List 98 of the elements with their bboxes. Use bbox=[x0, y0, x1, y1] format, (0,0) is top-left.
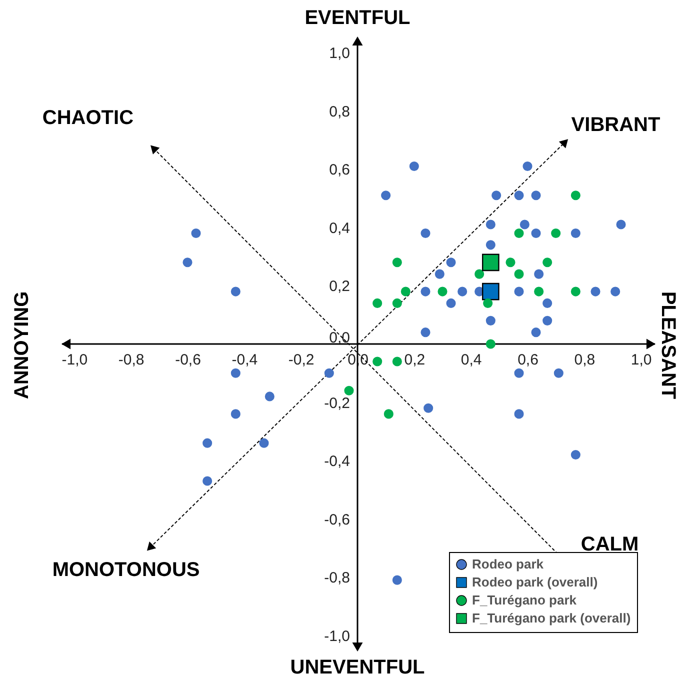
point bbox=[531, 328, 541, 338]
point bbox=[482, 282, 500, 300]
annotation: VIBRANT bbox=[571, 114, 660, 136]
point bbox=[392, 298, 402, 308]
y-tick-label: -1,0 bbox=[324, 628, 350, 645]
x-tick-label: 1,0 bbox=[630, 352, 652, 368]
point bbox=[230, 409, 240, 419]
point bbox=[570, 190, 580, 200]
point bbox=[344, 386, 354, 396]
point bbox=[409, 161, 419, 172]
x-tick-label: 0,8 bbox=[574, 352, 596, 368]
point bbox=[259, 438, 269, 448]
legend-label: F_Turégano park (overall) bbox=[472, 610, 631, 626]
point bbox=[446, 298, 456, 308]
y-tick-label: -0,8 bbox=[324, 570, 350, 587]
point bbox=[514, 190, 524, 200]
point bbox=[554, 368, 564, 378]
point bbox=[590, 286, 600, 296]
point bbox=[458, 286, 468, 296]
y-tick-label: 1,0 bbox=[329, 45, 350, 62]
point bbox=[384, 409, 394, 419]
point bbox=[542, 316, 552, 326]
point bbox=[392, 356, 402, 366]
text: ANNOYING bbox=[10, 291, 33, 400]
point bbox=[610, 286, 620, 296]
point bbox=[264, 392, 274, 402]
text: UNEVENTFUL bbox=[290, 656, 425, 679]
point bbox=[483, 298, 493, 308]
point bbox=[542, 258, 552, 268]
point bbox=[202, 438, 212, 448]
point bbox=[372, 298, 382, 308]
point bbox=[434, 269, 444, 279]
point bbox=[534, 269, 544, 279]
point bbox=[400, 286, 410, 296]
x-tick-label: 0,6 bbox=[518, 352, 538, 368]
point bbox=[522, 161, 532, 172]
legend-label: Rodeo park bbox=[472, 556, 544, 572]
point bbox=[542, 298, 552, 308]
point bbox=[514, 269, 524, 279]
point bbox=[520, 220, 530, 230]
y-tick-label: -0,4 bbox=[324, 453, 350, 470]
point bbox=[420, 286, 430, 296]
point bbox=[324, 368, 334, 378]
point bbox=[531, 228, 541, 238]
point bbox=[446, 258, 456, 268]
point bbox=[202, 476, 212, 486]
point bbox=[570, 228, 580, 238]
point bbox=[570, 286, 580, 296]
point bbox=[392, 575, 402, 585]
point bbox=[420, 228, 430, 238]
text: EVENTFUL bbox=[304, 6, 410, 29]
y-tick-label: 0,4 bbox=[329, 220, 350, 237]
point bbox=[182, 258, 192, 268]
point bbox=[616, 220, 626, 230]
y-tick-label: -0,6 bbox=[324, 511, 350, 528]
legend-label: F_Turégano park bbox=[472, 592, 578, 608]
point bbox=[492, 190, 502, 200]
point bbox=[420, 328, 430, 338]
point bbox=[570, 450, 580, 460]
point bbox=[381, 190, 391, 200]
point bbox=[531, 190, 541, 200]
point bbox=[486, 316, 496, 326]
annotation: MONOTONOUS bbox=[52, 558, 200, 581]
annotation: CHAOTIC bbox=[42, 107, 134, 130]
point bbox=[486, 240, 496, 250]
point bbox=[424, 403, 434, 413]
annotation: CALM bbox=[580, 534, 639, 556]
x-tick-label: 0,2 bbox=[404, 352, 426, 368]
point bbox=[514, 368, 524, 378]
x-tick-label: 0,4 bbox=[460, 352, 482, 368]
point bbox=[514, 409, 524, 419]
legend-label: Rodeo park (overall) bbox=[472, 574, 598, 590]
y-tick-label: 0,2 bbox=[329, 278, 350, 296]
point bbox=[474, 269, 484, 279]
x-tick-label: -0,2 bbox=[288, 352, 314, 368]
x-tick-label: -0,4 bbox=[232, 352, 258, 368]
y-tick-label: 0,6 bbox=[329, 162, 350, 179]
point bbox=[482, 254, 500, 272]
x-tick-label: -0,8 bbox=[118, 352, 144, 368]
point bbox=[514, 286, 524, 296]
point bbox=[506, 258, 516, 268]
point bbox=[514, 228, 524, 238]
point bbox=[551, 228, 561, 238]
point bbox=[392, 258, 402, 268]
point bbox=[534, 286, 544, 296]
y-tick-label: -0,2 bbox=[324, 394, 350, 412]
x-tick-label: -0,6 bbox=[175, 352, 201, 368]
x-tick-label: -1,0 bbox=[62, 352, 88, 368]
text: PLEASANT bbox=[657, 291, 680, 400]
point bbox=[191, 228, 201, 238]
y-tick-label: 0,8 bbox=[329, 103, 350, 120]
y-tick-label: 0,0 bbox=[329, 330, 350, 346]
point bbox=[230, 368, 240, 378]
point bbox=[230, 286, 240, 296]
point bbox=[486, 220, 496, 230]
point bbox=[372, 356, 382, 366]
point bbox=[486, 339, 496, 349]
point bbox=[438, 286, 448, 296]
